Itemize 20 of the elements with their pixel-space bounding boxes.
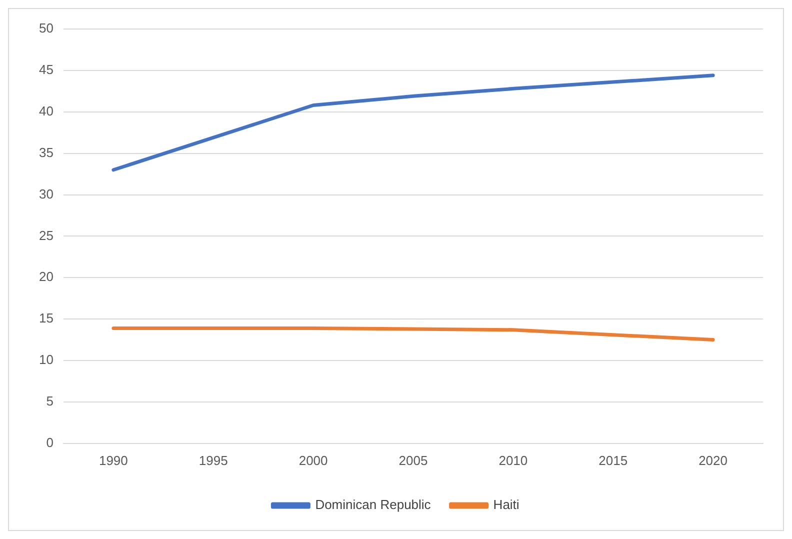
y-tick-label: 25: [38, 228, 54, 243]
legend-label: Haiti: [493, 497, 520, 512]
y-tick-label: 30: [38, 186, 54, 202]
legend-label: Dominican Republic: [315, 497, 432, 512]
y-tick-label: 20: [38, 269, 54, 284]
y-tick-label: 5: [46, 394, 54, 409]
x-tick-label: 2005: [398, 452, 428, 468]
y-tick-label: 50: [38, 20, 54, 36]
y-tick-label: 35: [38, 144, 54, 160]
x-tick-label: 2010: [498, 452, 528, 468]
x-tick-label: 1990: [98, 452, 128, 468]
x-tick-label: 2015: [598, 452, 628, 468]
y-tick-label: 15: [38, 310, 54, 326]
y-tick-label: 40: [38, 103, 54, 118]
x-tick-label: 2020: [698, 452, 728, 468]
y-tick-label: 45: [38, 62, 54, 78]
x-tick-label: 1995: [198, 452, 228, 468]
y-tick-label: 0: [46, 434, 54, 450]
x-tick-label: 2000: [298, 452, 328, 468]
y-tick-label: 10: [38, 352, 54, 368]
